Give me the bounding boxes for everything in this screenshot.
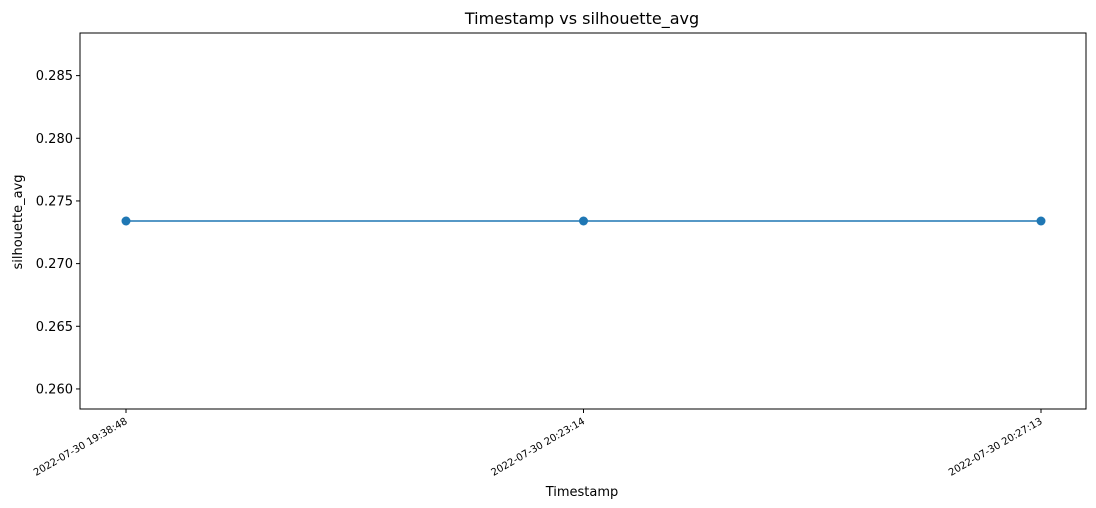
data-point [121, 216, 131, 226]
x-axis-label: Timestamp [545, 485, 619, 500]
y-tick-label: 0.275 [36, 194, 73, 209]
x-tick-label: 2022-07-30 20:27:13 [947, 416, 1044, 479]
y-tick-label: 0.270 [36, 257, 73, 272]
y-tick-label: 0.260 [36, 382, 73, 397]
x-tick-label: 2022-07-30 20:23:14 [490, 416, 587, 479]
chart-title: Timestamp vs silhouette_avg [464, 9, 699, 29]
y-axis-ticks: 0.260 0.265 0.270 0.275 0.280 0.285 [36, 69, 80, 397]
data-point [1036, 216, 1046, 226]
y-tick-label: 0.285 [36, 69, 73, 84]
x-tick-label: 2022-07-30 19:38:48 [32, 416, 129, 479]
y-axis-label: silhouette_avg [11, 174, 26, 269]
y-tick-label: 0.265 [36, 320, 73, 335]
data-point [579, 216, 588, 226]
x-axis-ticks: 2022-07-30 19:38:48 2022-07-30 20:23:14 20… [32, 409, 1045, 479]
series-layer [121, 216, 1046, 226]
y-tick-label: 0.280 [36, 132, 73, 147]
